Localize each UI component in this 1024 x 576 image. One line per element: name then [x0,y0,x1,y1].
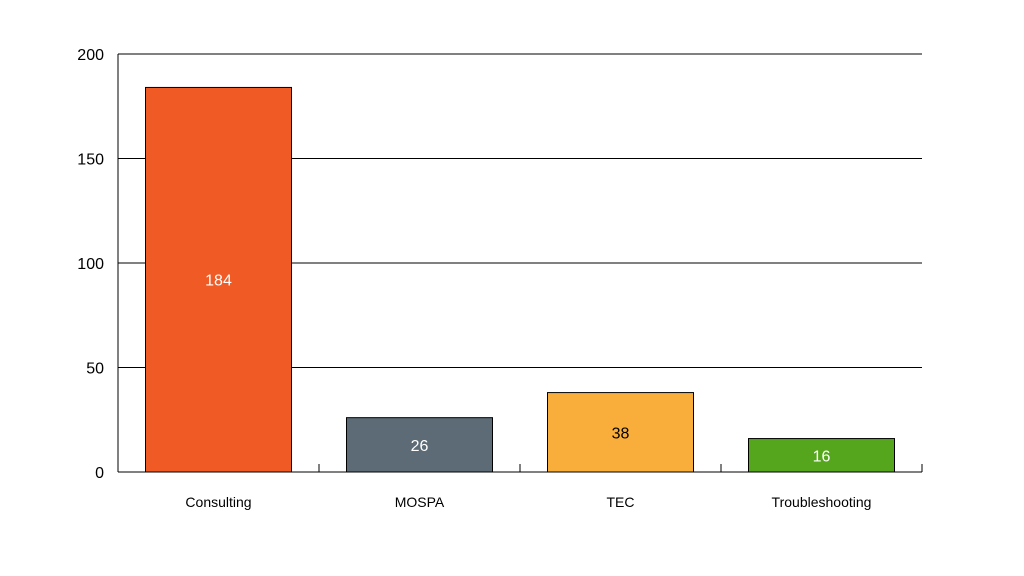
y-tick-label-150: 150 [77,152,104,169]
x-tick-marks [318,464,923,472]
y-tick-labels: 0 50 100 150 200 [77,47,104,482]
data-label-consulting: 184 [205,273,232,290]
data-label-tec: 38 [612,425,630,442]
data-label-troubleshooting: 16 [813,448,831,465]
category-labels: Consulting MOSPA TEC Troubleshooting [185,494,871,510]
bars [145,86,895,473]
bar-consulting [145,86,292,473]
y-tick-label-100: 100 [77,256,104,273]
y-tick-label-0: 0 [95,465,104,482]
category-label-consulting: Consulting [185,494,251,510]
category-label-mospa: MOSPA [395,494,445,510]
bar-tec [547,392,694,473]
bar-troubleshooting [748,438,895,473]
y-tick-label-50: 50 [86,361,104,378]
data-labels: 184 26 38 16 [205,273,830,466]
y-tick-label-200: 200 [77,47,104,64]
category-label-tec: TEC [607,494,635,510]
data-label-mospa: 26 [411,438,429,455]
category-label-troubleshooting: Troubleshooting [772,494,872,510]
